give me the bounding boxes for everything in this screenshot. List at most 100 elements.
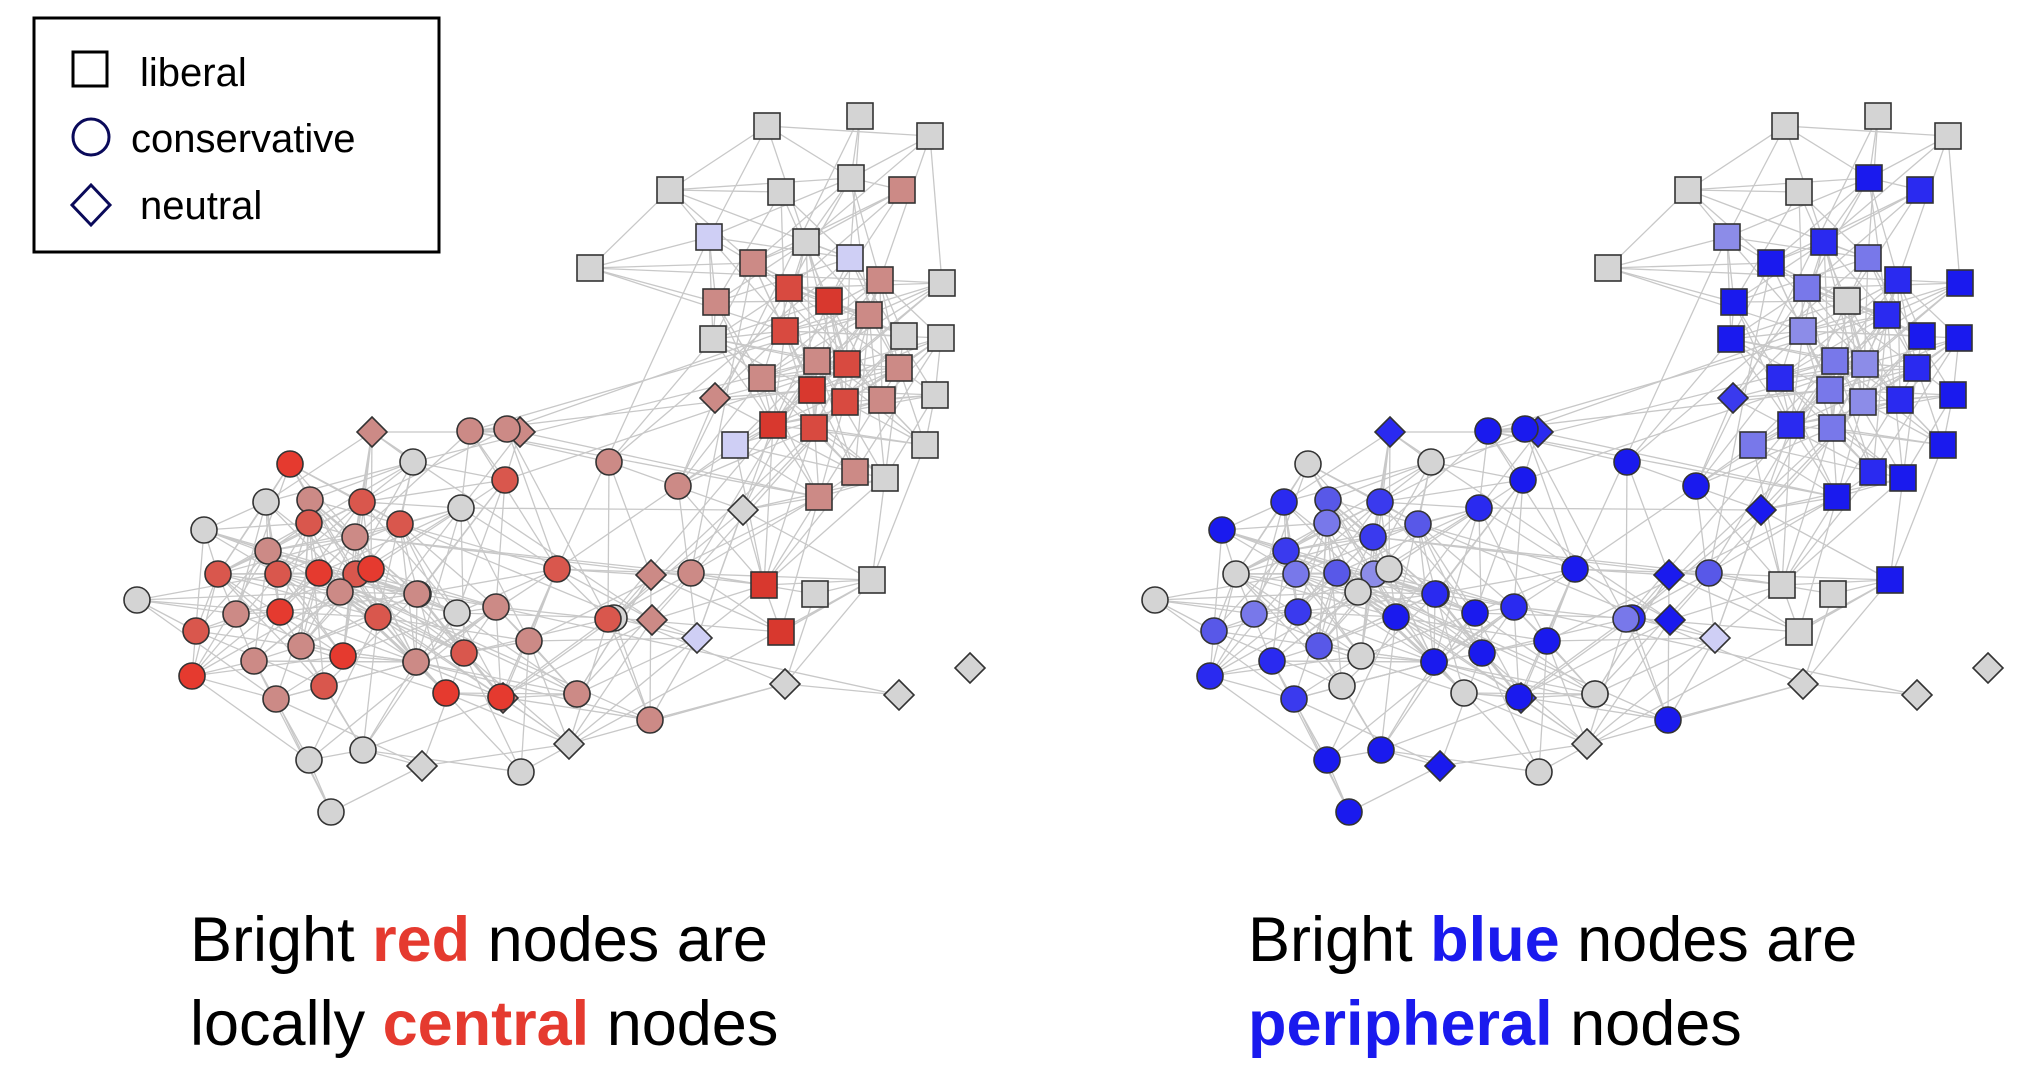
right-edge xyxy=(1478,507,1762,511)
left-edge xyxy=(752,177,852,264)
left-edge xyxy=(805,189,903,243)
left-edge xyxy=(556,568,873,581)
left-conservative-node xyxy=(123,586,151,614)
right-edge xyxy=(1695,377,1781,487)
right-edge xyxy=(1283,431,1391,503)
right-edge xyxy=(1513,606,1520,698)
left-edge xyxy=(370,479,506,570)
left-edge xyxy=(784,683,900,696)
left-edge xyxy=(191,675,310,761)
left-edge xyxy=(217,536,356,575)
right-conservative-node xyxy=(1200,617,1228,645)
left-neutral-node xyxy=(635,603,669,637)
right-edge xyxy=(1687,177,1870,191)
right-edge xyxy=(1829,389,1838,498)
left-edge xyxy=(780,496,820,633)
left-edge xyxy=(690,496,820,574)
left-edge xyxy=(813,427,926,446)
right-liberal-node xyxy=(1594,254,1622,282)
left-liberal-node xyxy=(890,322,918,350)
left-liberal-node xyxy=(759,411,787,439)
left-edge xyxy=(456,568,558,614)
left-edge xyxy=(854,337,942,473)
left-edge xyxy=(520,640,530,773)
right-edge xyxy=(1802,314,1888,332)
right-liberal-node xyxy=(1876,566,1904,594)
right-edge xyxy=(1478,507,1548,642)
right-liberal-node xyxy=(1821,347,1849,375)
left-edge xyxy=(669,189,782,193)
right-edge xyxy=(1341,661,1435,687)
left-edge xyxy=(784,593,816,685)
right-edge xyxy=(1586,619,1671,745)
right-liberal-node xyxy=(1771,112,1799,140)
right-liberal-node xyxy=(1855,164,1883,192)
right-edge xyxy=(1726,125,1786,238)
right-edge xyxy=(1417,523,1483,654)
right-edge xyxy=(1395,461,1432,618)
right-edge xyxy=(1574,236,1728,570)
right-edge xyxy=(1524,330,1804,430)
left-conservative-node xyxy=(493,415,521,443)
left-edge xyxy=(708,125,768,238)
right-liberal-node xyxy=(1946,269,1974,297)
right-edge xyxy=(1902,367,1918,479)
right-edge xyxy=(1221,522,1328,531)
right-edge xyxy=(1781,477,1904,586)
left-edge xyxy=(811,389,820,498)
left-edge xyxy=(342,612,458,657)
left-edge xyxy=(399,523,458,614)
right-conservative-node xyxy=(1367,736,1395,764)
right-edge xyxy=(1235,536,1374,575)
legend: liberal conservative neutral xyxy=(32,16,441,254)
right-neutral-node xyxy=(1744,493,1778,527)
left-liberal-node xyxy=(868,386,896,414)
right-edge xyxy=(1271,591,1359,662)
left-caption-text: Bright xyxy=(190,905,373,975)
left-edge xyxy=(589,236,710,269)
right-edge xyxy=(1708,572,1800,633)
right-edge xyxy=(1297,611,1397,618)
left-edge xyxy=(253,591,341,662)
right-liberal-node xyxy=(1864,102,1892,130)
left-conservative-node xyxy=(349,736,377,764)
left-conservative-node xyxy=(487,683,515,711)
left-edge xyxy=(308,616,379,761)
right-edge xyxy=(1790,399,1901,426)
right-liberal-node xyxy=(1833,287,1861,315)
left-liberal-node xyxy=(800,414,828,442)
left-conservative-node xyxy=(403,580,431,608)
left-conservative-node xyxy=(348,488,376,516)
right-edge xyxy=(1695,397,1734,487)
left-liberal-node xyxy=(805,483,833,511)
left-conservative-node xyxy=(266,598,294,626)
left-liberal-node xyxy=(792,228,820,256)
left-neutral-node xyxy=(953,651,987,685)
right-edge xyxy=(1574,568,1671,621)
right-edge xyxy=(1474,612,1522,699)
left-edge xyxy=(469,430,820,498)
left-neutral-node xyxy=(698,381,732,415)
right-conservative-node xyxy=(1258,647,1286,675)
left-edge xyxy=(871,477,886,581)
left-caption-text: locally xyxy=(190,989,383,1059)
left-edge xyxy=(362,697,504,751)
left-edge xyxy=(763,427,815,586)
right-liberal-node xyxy=(1854,244,1882,272)
right-edge xyxy=(1537,431,1838,498)
right-edge xyxy=(1802,579,1891,685)
right-liberal-node xyxy=(1889,464,1917,492)
right-edge xyxy=(1336,507,1480,574)
left-edge xyxy=(415,661,651,721)
left-neutral-node xyxy=(768,667,802,701)
left-edge xyxy=(377,616,465,654)
right-edge xyxy=(1487,430,1838,498)
left-liberal-node xyxy=(775,274,803,302)
left-liberal-node xyxy=(871,464,899,492)
right-liberal-node xyxy=(1766,364,1794,392)
left-conservative-node xyxy=(563,680,591,708)
right-edge xyxy=(1380,661,1435,751)
left-edge xyxy=(715,191,782,303)
left-neutral-node xyxy=(355,415,389,449)
right-edge xyxy=(1372,431,1391,538)
